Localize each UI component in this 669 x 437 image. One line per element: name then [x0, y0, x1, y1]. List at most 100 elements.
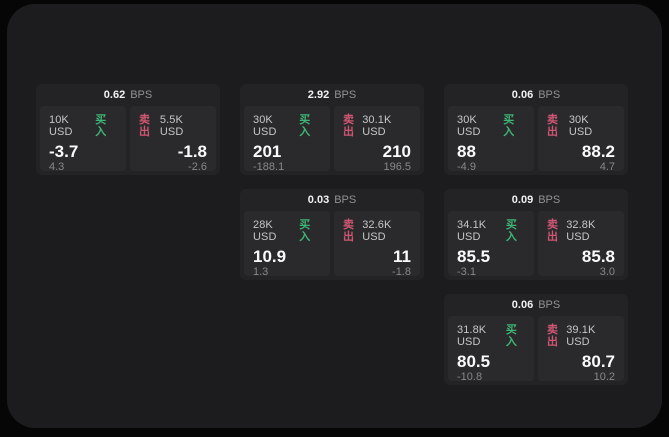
sell-label: 卖出 — [139, 114, 150, 138]
sell-amount: 5.5K USD — [159, 114, 184, 138]
buy-tile[interactable]: 34.1K USD 买入 85.5 -3.1 — [448, 211, 534, 278]
buy-tile-header: 31.8K USD 买入 — [457, 324, 525, 348]
buy-amount: 30K USD — [457, 114, 481, 138]
bps-value: 0.03 — [307, 194, 330, 206]
sell-delta: 4.7 — [599, 161, 615, 173]
sell-tile-header: 卖出 30K USD — [547, 114, 615, 138]
bps-value: 2.92 — [307, 89, 330, 101]
sell-delta: 3.0 — [599, 266, 615, 278]
sell-price: 11 — [393, 247, 411, 266]
sell-tile-header: 卖出 5.5K USD — [139, 114, 207, 138]
buy-delta: -3.1 — [457, 266, 476, 278]
buy-delta: -10.8 — [457, 371, 483, 383]
bps-unit-label: BPS — [334, 194, 357, 206]
card-header: 0.03 BPS — [244, 189, 420, 211]
sell-tile[interactable]: 卖出 32.6K USD 11 -1.8 — [334, 211, 420, 278]
sell-tile-header: 卖出 32.6K USD — [343, 219, 411, 243]
bps-unit-label: BPS — [538, 89, 561, 101]
sell-price: 88.2 — [581, 142, 615, 161]
buy-tile[interactable]: 10K USD 买入 -3.7 4.3 — [40, 106, 126, 173]
price-tiles: 28K USD 买入 10.9 1.3 卖出 32.6K USD 11 -1.8 — [244, 211, 420, 278]
sell-label: 卖出 — [547, 219, 558, 243]
buy-tile[interactable]: 28K USD 买入 10.9 1.3 — [244, 211, 330, 278]
sell-tile-header: 卖出 39.1K USD — [547, 324, 615, 348]
sell-amount: 39.1K USD — [566, 324, 596, 348]
buy-delta: -188.1 — [253, 161, 285, 173]
buy-delta: 4.3 — [49, 161, 65, 173]
buy-label: 买入 — [299, 219, 311, 243]
bps-unit-label: BPS — [334, 89, 357, 101]
buy-label: 买入 — [505, 324, 517, 348]
buy-price: -3.7 — [49, 142, 79, 161]
buy-label: 买入 — [95, 114, 107, 138]
sell-delta: -1.8 — [392, 266, 411, 278]
bps-value: 0.09 — [511, 194, 534, 206]
buy-tile-header: 28K USD 买入 — [253, 219, 321, 243]
price-tiles: 34.1K USD 买入 85.5 -3.1 卖出 32.8K USD 85.8… — [448, 211, 624, 278]
sell-label: 卖出 — [547, 114, 558, 138]
card-header: 0.09 BPS — [448, 189, 624, 211]
buy-tile[interactable]: 30K USD 买入 88 -4.9 — [448, 106, 534, 173]
sell-price: 85.8 — [581, 247, 615, 266]
price-tiles: 30K USD 买入 88 -4.9 卖出 30K USD 88.2 4.7 — [448, 106, 624, 173]
price-tiles: 30K USD 买入 201 -188.1 卖出 30.1K USD 210 1… — [244, 106, 420, 173]
sell-label: 卖出 — [343, 114, 354, 138]
quotes-panel: 0.62 BPS 10K USD 买入 -3.7 4.3 卖出 5.5K USD… — [7, 4, 662, 428]
buy-price: 80.5 — [457, 352, 491, 371]
buy-tile[interactable]: 30K USD 买入 201 -188.1 — [244, 106, 330, 173]
buy-price: 88 — [457, 142, 476, 161]
buy-tile-header: 34.1K USD 买入 — [457, 219, 525, 243]
price-tiles: 10K USD 买入 -3.7 4.3 卖出 5.5K USD -1.8 -2.… — [40, 106, 216, 173]
quote-card: 0.06 BPS 31.8K USD 买入 80.5 -10.8 卖出 39.1… — [444, 294, 628, 385]
sell-tile[interactable]: 卖出 39.1K USD 80.7 10.2 — [538, 316, 624, 383]
bps-unit-label: BPS — [538, 299, 561, 311]
price-tiles: 31.8K USD 买入 80.5 -10.8 卖出 39.1K USD 80.… — [448, 316, 624, 383]
bps-unit-label: BPS — [538, 194, 561, 206]
buy-amount: 31.8K USD — [457, 324, 487, 348]
sell-label: 卖出 — [547, 324, 558, 348]
buy-amount: 10K USD — [49, 114, 73, 138]
sell-label: 卖出 — [343, 219, 354, 243]
buy-delta: -4.9 — [457, 161, 476, 173]
card-header: 0.06 BPS — [448, 294, 624, 316]
buy-amount: 28K USD — [253, 219, 277, 243]
sell-tile-header: 卖出 32.8K USD — [547, 219, 615, 243]
quote-card: 0.09 BPS 34.1K USD 买入 85.5 -3.1 卖出 32.8K… — [444, 189, 628, 280]
card-header: 0.62 BPS — [40, 84, 216, 106]
buy-amount: 30K USD — [253, 114, 277, 138]
sell-tile[interactable]: 卖出 32.8K USD 85.8 3.0 — [538, 211, 624, 278]
buy-amount: 34.1K USD — [457, 219, 487, 243]
sell-tile[interactable]: 卖出 30K USD 88.2 4.7 — [538, 106, 624, 173]
card-header: 2.92 BPS — [244, 84, 420, 106]
buy-tile-header: 30K USD 买入 — [457, 114, 525, 138]
sell-tile-header: 卖出 30.1K USD — [343, 114, 411, 138]
sell-price: 80.7 — [581, 352, 615, 371]
buy-tile-header: 30K USD 买入 — [253, 114, 321, 138]
quote-card: 0.06 BPS 30K USD 买入 88 -4.9 卖出 30K USD 8… — [444, 84, 628, 175]
buy-price: 10.9 — [253, 247, 287, 266]
quote-card: 2.92 BPS 30K USD 买入 201 -188.1 卖出 30.1K … — [240, 84, 424, 175]
sell-delta: 196.5 — [383, 161, 411, 173]
buy-label: 买入 — [503, 114, 515, 138]
buy-price: 85.5 — [457, 247, 491, 266]
sell-amount: 32.8K USD — [566, 219, 596, 243]
bps-value: 0.62 — [103, 89, 126, 101]
buy-label: 买入 — [299, 114, 311, 138]
sell-price: -1.8 — [177, 142, 207, 161]
sell-tile[interactable]: 卖出 5.5K USD -1.8 -2.6 — [130, 106, 216, 173]
card-header: 0.06 BPS — [448, 84, 624, 106]
bps-unit-label: BPS — [130, 89, 153, 101]
sell-delta: 10.2 — [593, 371, 615, 383]
buy-price: 201 — [253, 142, 282, 161]
sell-tile[interactable]: 卖出 30.1K USD 210 196.5 — [334, 106, 420, 173]
cards-grid: 0.62 BPS 10K USD 买入 -3.7 4.3 卖出 5.5K USD… — [36, 84, 628, 385]
sell-price: 210 — [382, 142, 411, 161]
buy-tile[interactable]: 31.8K USD 买入 80.5 -10.8 — [448, 316, 534, 383]
bps-value: 0.06 — [511, 299, 534, 311]
quote-card: 0.62 BPS 10K USD 买入 -3.7 4.3 卖出 5.5K USD… — [36, 84, 220, 175]
bps-value: 0.06 — [511, 89, 534, 101]
buy-delta: 1.3 — [253, 266, 269, 278]
sell-amount: 32.6K USD — [362, 219, 392, 243]
sell-amount: 30.1K USD — [362, 114, 392, 138]
quote-card: 0.03 BPS 28K USD 买入 10.9 1.3 卖出 32.6K US… — [240, 189, 424, 280]
